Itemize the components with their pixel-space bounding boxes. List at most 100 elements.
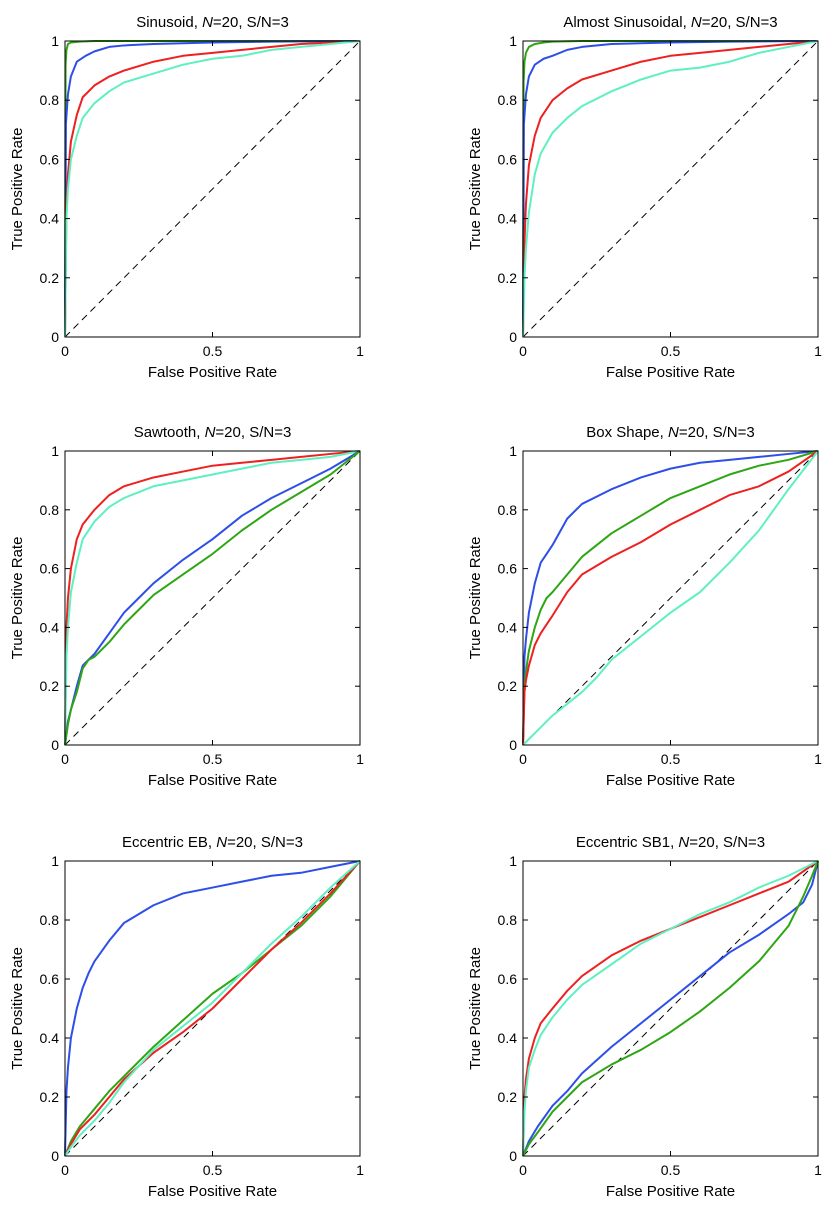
roc-curve-red: [522, 40, 819, 338]
x-tick-label: 0.5: [661, 343, 681, 359]
y-tick-label: 1: [509, 443, 517, 459]
roc-panel-5: Eccentric EB, N=20, S/N=3 0 0.5 1 0 0.2 0.4 0.6…: [9, 834, 364, 1200]
y-axis-label: True Positive Rate: [467, 537, 484, 660]
roc-curve-red: [522, 450, 819, 746]
chance-diagonal: [64, 40, 361, 338]
x-tick-label: 0.5: [661, 1162, 681, 1178]
chart-title-prefix: Sawtooth,: [134, 424, 205, 441]
y-tick-label: 0: [51, 1148, 59, 1164]
y-tick-label: 0.6: [498, 971, 518, 987]
chart-title-variable: N: [216, 834, 227, 851]
x-tick-label: 0: [61, 751, 69, 767]
y-tick-label: 0.4: [40, 619, 60, 635]
chart-title-suffix: =20, S/N=3: [213, 14, 289, 31]
y-tick-label: 0.4: [498, 1030, 518, 1046]
chart-title-prefix: Sinusoid,: [136, 14, 202, 31]
roc-panel-6: Eccentric SB1, N=20, S/N=3 0 0.5 1 0 0.2 0.4 0.…: [467, 834, 822, 1200]
chart-title-suffix: =20, S/N=3: [215, 424, 291, 441]
x-tick-label: 1: [356, 751, 364, 767]
x-axis-label: False Positive Rate: [148, 1183, 277, 1200]
y-tick-label: 1: [51, 443, 59, 459]
roc-curve-red: [64, 450, 361, 746]
y-tick-label: 0.8: [498, 502, 518, 518]
roc-curve-red: [64, 860, 361, 1157]
x-tick-label: 0: [61, 1162, 69, 1178]
y-tick-label: 0.6: [498, 151, 518, 167]
y-tick-label: 0.2: [40, 678, 60, 694]
y-tick-label: 1: [509, 853, 517, 869]
roc-curve-blue: [64, 860, 361, 1157]
roc-curve-cyan: [64, 860, 361, 1157]
y-tick-label: 0.6: [40, 971, 60, 987]
roc-curve-green: [522, 860, 819, 1157]
chart-title-suffix: =20, S/N=3: [689, 834, 765, 851]
y-tick-label: 0.8: [40, 502, 60, 518]
y-tick-label: 0.6: [498, 561, 518, 577]
chart-title-prefix: Eccentric SB1,: [576, 834, 679, 851]
chart-title: Sawtooth, N=20, S/N=3: [134, 424, 292, 441]
x-tick-label: 0: [519, 1162, 527, 1178]
chance-diagonal: [522, 860, 819, 1157]
roc-curve-red: [64, 40, 361, 338]
y-tick-label: 0.2: [40, 1089, 60, 1105]
y-tick-label: 0.8: [40, 912, 60, 928]
chart-title-prefix: Eccentric EB,: [122, 834, 216, 851]
chance-diagonal: [64, 450, 361, 746]
x-tick-label: 0.5: [203, 751, 223, 767]
x-tick-label: 1: [814, 343, 822, 359]
y-tick-label: 0.4: [498, 619, 518, 635]
chart-title-variable: N: [202, 14, 213, 31]
chart-title: Sinusoid, N=20, S/N=3: [136, 14, 289, 31]
y-tick-label: 0: [509, 329, 517, 345]
roc-panel-1: Sinusoid, N=20, S/N=3 0 0.5 1 0 0.2 0.4 0.6 0.8 1…: [9, 14, 364, 381]
x-tick-label: 0: [519, 343, 527, 359]
y-tick-label: 0.2: [498, 270, 518, 286]
y-tick-label: 1: [51, 853, 59, 869]
x-tick-label: 1: [356, 343, 364, 359]
chart-title-prefix: Box Shape,: [586, 424, 668, 441]
chart-title-suffix: =20, S/N=3: [679, 424, 755, 441]
y-tick-label: 0.2: [40, 270, 60, 286]
chart-title-variable: N: [205, 424, 216, 441]
y-tick-label: 0.8: [498, 912, 518, 928]
y-axis-label: True Positive Rate: [9, 947, 26, 1070]
y-axis-label: True Positive Rate: [467, 947, 484, 1070]
x-axis-label: False Positive Rate: [606, 364, 735, 381]
roc-curve-green: [64, 860, 361, 1157]
y-axis-label: True Positive Rate: [9, 537, 26, 660]
y-tick-label: 0: [509, 1148, 517, 1164]
x-tick-label: 0.5: [203, 1162, 223, 1178]
y-tick-label: 0: [509, 737, 517, 753]
y-tick-label: 0.8: [40, 92, 60, 108]
chance-diagonal: [522, 450, 819, 746]
y-tick-label: 0.4: [498, 211, 518, 227]
roc-curve-cyan: [64, 450, 361, 746]
roc-panel-4: Box Shape, N=20, S/N=3 0 0.5 1 0 0.2 0.4 0.6 0.8…: [467, 424, 822, 789]
y-tick-label: 0.4: [40, 211, 60, 227]
chart-title-variable: N: [678, 834, 689, 851]
roc-curve-cyan: [522, 450, 819, 746]
y-tick-label: 0: [51, 329, 59, 345]
roc-panel-2: Almost Sinusoidal, N=20, S/N=3 0 0.5 1 0 0.2 0…: [467, 14, 822, 381]
roc-curve-cyan: [522, 860, 819, 1157]
roc-curve-green: [522, 450, 819, 746]
y-tick-label: 1: [51, 33, 59, 49]
chance-diagonal: [522, 40, 819, 338]
chart-title-suffix: =20, S/N=3: [702, 14, 778, 31]
chart-title-variable: N: [668, 424, 679, 441]
x-axis-label: False Positive Rate: [148, 364, 277, 381]
chart-title: Almost Sinusoidal, N=20, S/N=3: [563, 14, 777, 31]
y-axis-label: True Positive Rate: [467, 128, 484, 251]
y-tick-label: 1: [509, 33, 517, 49]
roc-curve-red: [522, 860, 819, 1157]
roc-curve-cyan: [64, 40, 361, 338]
roc-curve-blue: [64, 450, 361, 746]
chart-title: Box Shape, N=20, S/N=3: [586, 424, 754, 441]
roc-curve-green: [64, 450, 361, 746]
x-tick-label: 0: [519, 751, 527, 767]
chart-title-suffix: =20, S/N=3: [227, 834, 303, 851]
roc-panel-3: Sawtooth, N=20, S/N=3 0 0.5 1 0 0.2 0.4 0.6 0.8 1…: [9, 424, 364, 789]
x-axis-label: False Positive Rate: [606, 1183, 735, 1200]
x-axis-label: False Positive Rate: [606, 772, 735, 789]
